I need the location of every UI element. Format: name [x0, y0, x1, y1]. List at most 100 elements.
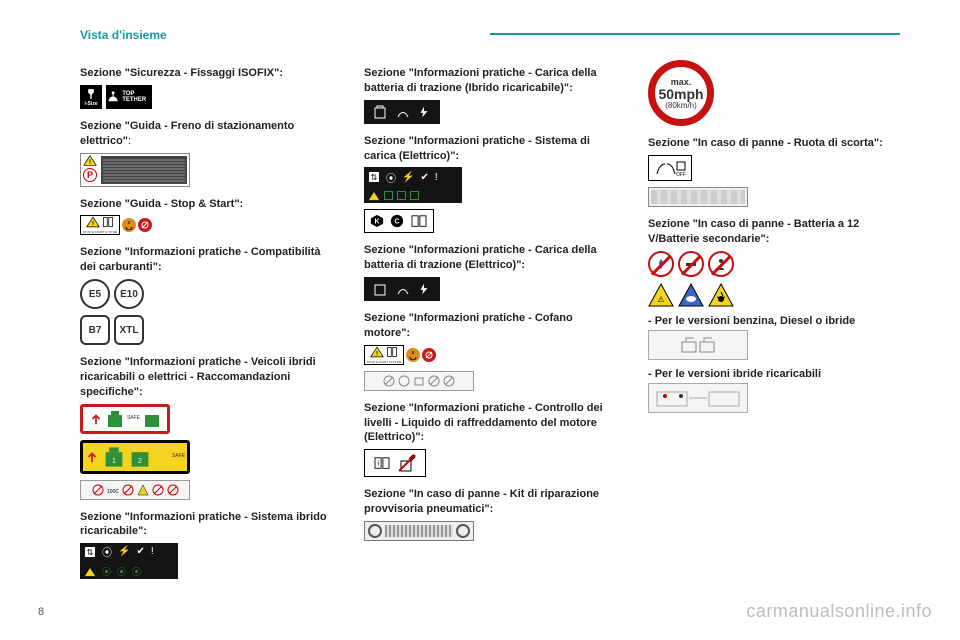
top-tether-label: TOP TETHER: [122, 91, 152, 103]
parking-brake-label: ! P: [80, 153, 332, 187]
version-1-icon-row: [648, 330, 900, 360]
svg-text:⚠: ⚠: [657, 295, 664, 304]
version-note: - Per le versioni ibride ricaricabili: [648, 368, 900, 380]
tyre-kit-icon: [364, 521, 474, 541]
no-children-icon: [708, 251, 734, 277]
jump-start-diagram-icon: [648, 330, 748, 360]
manual-book-icon: [410, 214, 428, 228]
fuel-xtl-icon: XTL: [114, 315, 144, 345]
page: Vista d'insieme Sezione "Sicurezza - Fis…: [0, 0, 960, 640]
isize-icon: i-Size: [80, 85, 102, 109]
column-2: Sezione "Informazioni pratiche - Carica …: [364, 56, 616, 585]
bonnet-row-1: ! STOP & START SYSTEM: [364, 345, 616, 365]
svg-text:2: 2: [138, 456, 142, 465]
fuel-row-1: E5 E10: [80, 279, 332, 309]
manual-book-icon: [102, 216, 114, 228]
section-title: Sezione "Informazioni pratiche - Control…: [364, 401, 616, 446]
fuel-row-2: B7 XTL: [80, 315, 332, 345]
svg-text:!: !: [89, 158, 91, 165]
section-title: Sezione "Guida - Stop & Start":: [80, 197, 332, 212]
speed-max-label: max.: [671, 77, 692, 87]
hybrid-display-icon: ⇅ ⦿⚡✔! ⦿⦿⦿: [80, 543, 178, 579]
ev-sticker-3: 100C: [80, 480, 332, 500]
ev-safe-yellow-icon: 1 2 SAFE: [80, 440, 190, 474]
charge-strip-icon: [364, 100, 440, 124]
kc-label-icon: K C: [364, 209, 434, 233]
charge-strip-icon: [364, 277, 440, 301]
ev-sticker-2: 1 2 SAFE: [80, 440, 332, 474]
top-tether-icon: TOP TETHER: [106, 85, 152, 109]
battery-prohib: [648, 251, 900, 277]
fuel-b7-icon: B7: [80, 315, 110, 345]
ev-prohibition-strip-icon: 100C: [80, 480, 190, 500]
corrosive-triangle-icon: ⚠: [648, 283, 674, 307]
svg-text:C: C: [394, 219, 399, 226]
isofix-icons: i-Size TOP TETHER: [80, 85, 332, 109]
section-title: Sezione "Informazioni pratiche - Carica …: [364, 243, 616, 273]
warning-triangle-icon: !: [83, 155, 97, 166]
svg-text:K: K: [374, 219, 379, 226]
charge-electric-1: ⇅ ⦿⚡✔!: [364, 167, 616, 203]
jump-start-diagram-icon: [648, 383, 748, 413]
spare-2: [648, 187, 900, 207]
ev-safe-red-icon: SAFE: [80, 404, 170, 434]
speed-badge-row: max. 50mph (80km/h): [648, 60, 900, 126]
page-number: 8: [38, 606, 44, 618]
coolant-row: i: [364, 449, 616, 477]
battery-warn: ⚠: [648, 283, 900, 307]
red-round-icon: [138, 218, 152, 232]
svg-text:OFF: OFF: [676, 172, 686, 178]
stop-start-icon: ! STOP & START SYSTEM: [364, 345, 436, 365]
orange-round-icon: [122, 218, 136, 232]
section-title: Sezione "Informazioni pratiche - Carica …: [364, 66, 616, 96]
speed-km-label: (80km/h): [665, 101, 697, 110]
section-header: Vista d'insieme: [80, 28, 900, 42]
section-title: Sezione "Informazioni pratiche - Sistema…: [364, 134, 616, 164]
header-rule: [490, 33, 900, 35]
section-title: Sezione "In caso di panne - Ruota di sco…: [648, 136, 900, 151]
fuel-e10-icon: E10: [114, 279, 144, 309]
esp-off-icon: OFF: [648, 155, 692, 181]
section-title: Sezione "Sicurezza - Fissaggi ISOFIX":: [80, 66, 332, 81]
section-title: Sezione "Informazioni pratiche - Sistema…: [80, 510, 332, 540]
svg-text:!: !: [92, 221, 94, 228]
bonnet-row-2: [364, 371, 616, 391]
section-title: Sezione "In caso di panne - Batteria a 1…: [648, 217, 900, 247]
explosive-triangle-icon: [708, 283, 734, 307]
jack-label-icon: [648, 187, 748, 207]
section-title: Sezione "Informazioni pratiche - Compati…: [80, 245, 332, 275]
stop-start-row: ! STOP & START SYSTEM: [80, 215, 332, 235]
svg-text:⇅: ⇅: [371, 173, 378, 182]
max-speed-badge-icon: max. 50mph (80km/h): [648, 60, 714, 126]
version-2-icon-row: [648, 383, 900, 413]
isize-label: i-Size: [84, 101, 97, 107]
fuel-e5-icon: E5: [80, 279, 110, 309]
stop-start-icon: ! STOP & START SYSTEM: [80, 215, 152, 235]
no-top-up-icon: [397, 453, 417, 473]
svg-text:⇅: ⇅: [87, 548, 94, 557]
section-title: Sezione "In caso di panne - Kit di ripar…: [364, 487, 616, 517]
charge-hybrid-icons: [364, 100, 616, 124]
charge-electric-2: [364, 277, 616, 301]
parking-brake-sticker-icon: ! P: [80, 153, 190, 187]
colon: :: [128, 135, 131, 147]
section-title: Sezione "Informazioni pratiche - Veicoli…: [80, 355, 332, 400]
warning-triangle-icon: !: [86, 216, 100, 228]
section-title: Sezione "Informazioni pratiche - Cofano …: [364, 311, 616, 341]
kc-row: K C: [364, 209, 616, 233]
section-title-text: Sezione "Guida - Freno di stazionamento …: [80, 120, 294, 147]
svg-text:1: 1: [112, 456, 116, 465]
hybrid-system-icons: ⇅ ⦿⚡✔! ⦿⦿⦿: [80, 543, 332, 579]
section-title: Sezione "Guida - Freno di stazionamento …: [80, 119, 332, 149]
speed-mph-label: 50mph: [658, 87, 703, 101]
version-note: - Per le versioni benzina, Diesel o ibri…: [648, 315, 900, 327]
tyre-kit-row: [364, 521, 616, 541]
columns: Sezione "Sicurezza - Fissaggi ISOFIX": i…: [80, 56, 900, 585]
no-flame-icon: [648, 251, 674, 277]
column-3: max. 50mph (80km/h) Sezione "In caso di …: [648, 56, 900, 585]
svg-text:i: i: [378, 461, 380, 468]
electric-display-icon: ⇅ ⦿⚡✔!: [364, 167, 462, 203]
svg-text:100C: 100C: [107, 489, 119, 495]
no-smoke-icon: [678, 251, 704, 277]
eye-protection-triangle-icon: [678, 283, 704, 307]
